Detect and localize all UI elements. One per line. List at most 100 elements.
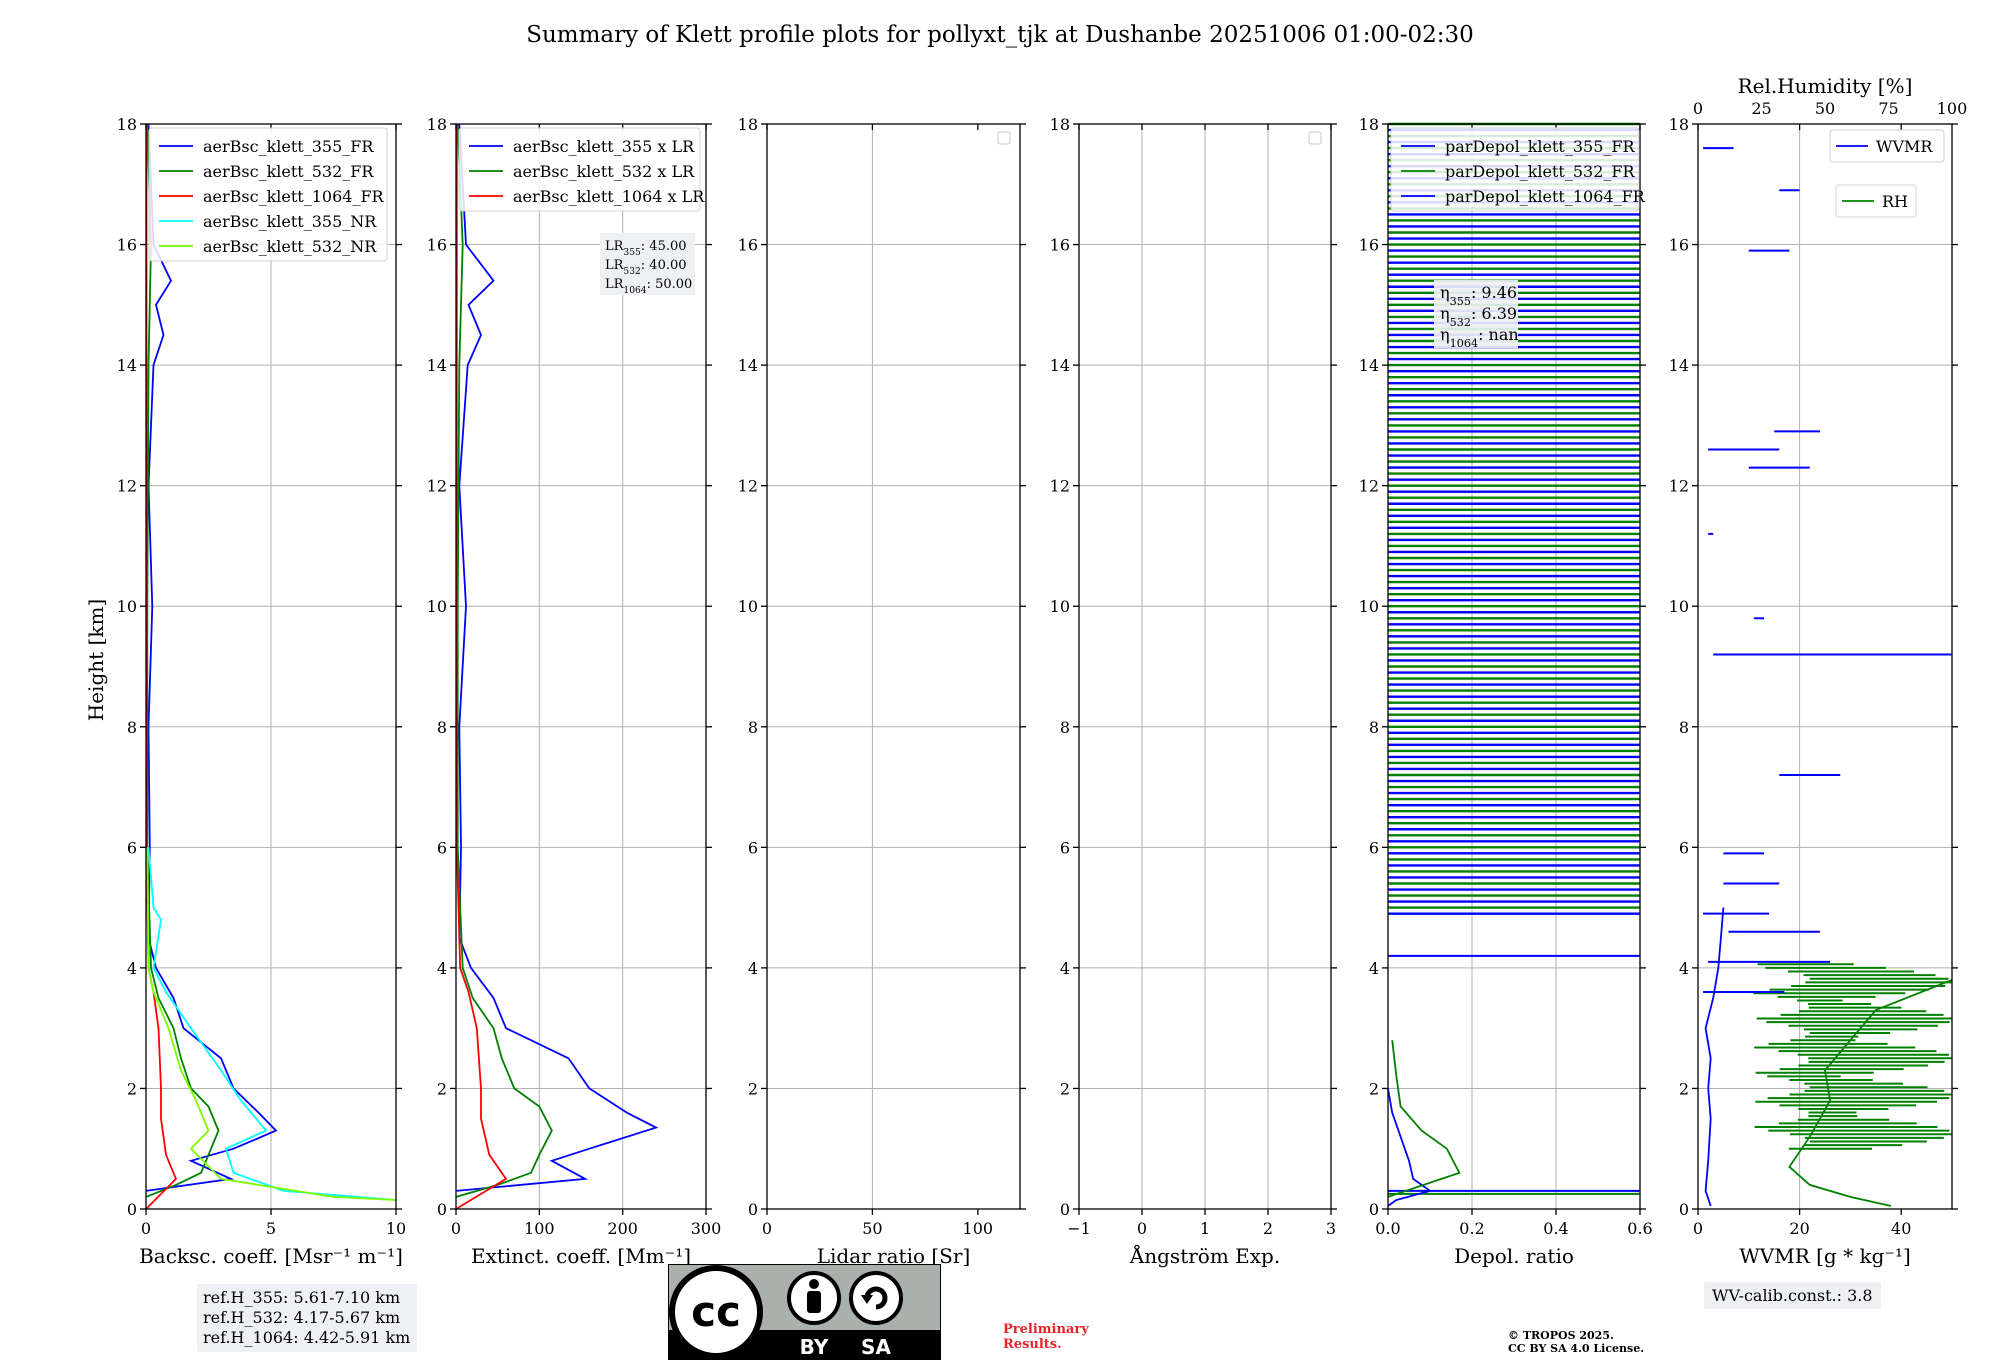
cc-by-sa-license-logo: cc BY SA	[668, 1264, 941, 1360]
y-tick-label: 12	[1050, 477, 1070, 496]
series-line-RH	[1788, 979, 1953, 1207]
x-tick-label: 100	[524, 1219, 555, 1238]
y-axis-label: Height [km]	[84, 599, 108, 721]
annotation-box	[1434, 280, 1518, 348]
reference-height-box: ref.H_355: 5.61-7.10 km ref.H_532: 4.17-…	[197, 1284, 417, 1352]
x-tick-label: 1	[1200, 1219, 1210, 1238]
y-tick-label: 4	[1679, 959, 1689, 978]
legend-label: aerBsc_klett_355 x LR	[513, 137, 695, 156]
lr-annotation-line: LR355: 45.00	[605, 239, 687, 258]
x-tick-label: 300	[691, 1219, 722, 1238]
legend-label: aerBsc_klett_532_NR	[203, 237, 377, 256]
legend-box	[458, 127, 701, 212]
license-by-label: BY	[800, 1335, 829, 1359]
legend-label: aerBsc_klett_532_FR	[203, 162, 374, 181]
top-tick-label: 25	[1751, 99, 1771, 118]
lr-annotation-line: LR1064: 50.00	[605, 277, 692, 296]
y-tick-label: 14	[427, 356, 447, 375]
preliminary-line1: Preliminary	[1003, 1322, 1089, 1337]
y-tick-label: 6	[1369, 838, 1379, 857]
lr-annotation-line: LR532: 40.00	[605, 258, 687, 277]
x-axis-label: Extinct. coeff. [Mm⁻¹]	[471, 1244, 691, 1268]
y-tick-label: 16	[1050, 236, 1070, 255]
x-tick-label: 40	[1891, 1219, 1911, 1238]
y-tick-label: 10	[1050, 597, 1070, 616]
y-tick-label: 0	[748, 1200, 758, 1219]
y-tick-label: 18	[1669, 115, 1689, 134]
series-line-aerBsc_klett_532_FR	[145, 123, 220, 1198]
top-tick-label: 75	[1878, 99, 1898, 118]
x-tick-label: 10	[386, 1219, 406, 1238]
x-tick-label: 2	[1263, 1219, 1273, 1238]
series-line-aerBsc_klett_355_FR	[145, 123, 278, 1192]
legend-box	[1829, 129, 1945, 163]
series-line-aerBsc_klett_532 x LR	[455, 123, 553, 1198]
preliminary-note: Preliminary Results.	[1003, 1322, 1089, 1352]
y-tick-label: 0	[1369, 1200, 1379, 1219]
series-line-parDepol_klett_355_FR	[1387, 1088, 1433, 1207]
y-tick-label: 14	[1669, 356, 1689, 375]
plot-frame	[1697, 123, 1953, 1210]
y-tick-label: 0	[1679, 1200, 1689, 1219]
legend-box	[148, 127, 388, 262]
wv-calibration-box: WV-calib.const.: 3.8	[1704, 1282, 1881, 1309]
legend-label: aerBsc_klett_355_NR	[203, 212, 377, 231]
y-tick-label: 8	[437, 718, 447, 737]
x-tick-label: 0.0	[1375, 1219, 1400, 1238]
y-tick-label: 6	[437, 838, 447, 857]
series-line-WVMR	[1704, 907, 1725, 1207]
y-tick-label: 6	[127, 838, 137, 857]
x-tick-label: 0	[1137, 1219, 1147, 1238]
plot-frame	[1387, 123, 1641, 1210]
y-tick-label: 10	[1359, 597, 1379, 616]
y-tick-label: 12	[427, 477, 447, 496]
x-tick-label: 5	[266, 1219, 276, 1238]
y-tick-label: 18	[117, 115, 137, 134]
copyright-line1: © TROPOS 2025.	[1508, 1329, 1614, 1342]
y-tick-label: 4	[1060, 959, 1070, 978]
y-tick-label: 0	[127, 1200, 137, 1219]
plot-frame	[455, 123, 707, 1210]
x-tick-label: 0.4	[1543, 1219, 1568, 1238]
legend-label: parDepol_klett_532_FR	[1445, 162, 1636, 181]
x-tick-label: 3	[1326, 1219, 1336, 1238]
y-tick-label: 14	[1050, 356, 1070, 375]
y-tick-label: 4	[437, 959, 447, 978]
y-tick-label: 18	[1050, 115, 1070, 134]
y-tick-label: 10	[1669, 597, 1689, 616]
top-tick-label: 0	[1693, 99, 1703, 118]
panel-backscatter: 0 5 10 0 2 4 6 8 10 12 14 16 18 Backsc. coeff. [Msr⁻¹…	[117, 115, 407, 1268]
plot-frame	[766, 123, 1021, 1210]
y-tick-label: 2	[748, 1079, 758, 1098]
x-tick-label: 20	[1789, 1219, 1809, 1238]
legend-label: aerBsc_klett_1064_FR	[203, 187, 385, 206]
x-axis-label: Backsc. coeff. [Msr⁻¹ m⁻¹]	[139, 1244, 403, 1268]
rh-noise-streaks	[1703, 147, 1952, 1150]
y-tick-label: 18	[427, 115, 447, 134]
y-tick-label: 12	[1359, 477, 1379, 496]
y-tick-label: 14	[738, 356, 758, 375]
series-line-aerBsc_klett_355 x LR	[455, 123, 659, 1192]
x-tick-label: 0	[141, 1219, 151, 1238]
top-axis-label: Rel.Humidity [%]	[1738, 74, 1913, 98]
legend-label: WVMR	[1876, 137, 1933, 156]
y-tick-label: 4	[748, 959, 758, 978]
x-tick-label: 0.2	[1459, 1219, 1484, 1238]
y-tick-label: 0	[1060, 1200, 1070, 1219]
eta-annotation-line: η355: 9.46	[1440, 283, 1517, 308]
wv-calibration-text: WV-calib.const.: 3.8	[1712, 1286, 1873, 1305]
y-tick-label: 8	[1060, 718, 1070, 737]
legend-backscatter: aerBsc_klett_355_FR aerBsc_klett_532_FRae…	[148, 127, 388, 262]
copyright-line2: CC BY SA 4.0 License.	[1508, 1342, 1645, 1355]
legend-depol: parDepol_klett_355_FR parDepol_klett_532_…	[1390, 127, 1646, 212]
y-tick-label: 6	[748, 838, 758, 857]
x-tick-label: 0.6	[1627, 1219, 1652, 1238]
y-tick-label: 2	[1369, 1079, 1379, 1098]
share-alike-icon	[849, 1271, 903, 1325]
x-tick-label: 0	[451, 1219, 461, 1238]
top-tick-label: 100	[1937, 99, 1968, 118]
